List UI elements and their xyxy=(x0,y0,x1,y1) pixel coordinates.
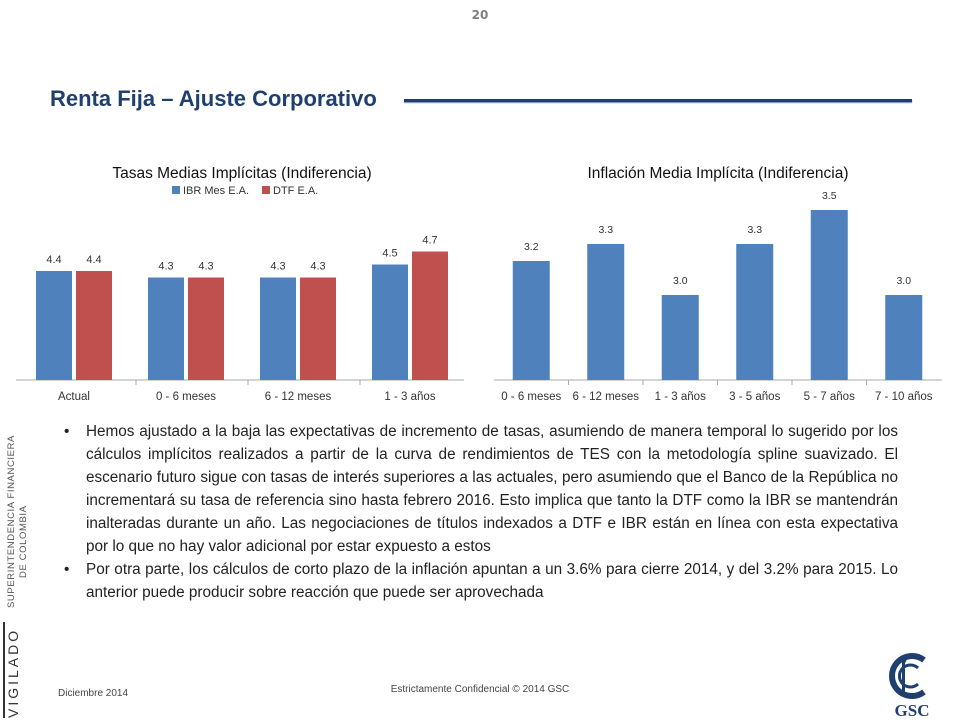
bullet-text: Hemos ajustado a la baja las expectativa… xyxy=(86,423,898,555)
bar-ibr xyxy=(148,277,184,380)
legend-label-dtf: DTF E.A. xyxy=(273,185,318,197)
category-label: 1 - 3 años xyxy=(655,391,706,403)
data-label: 4.3 xyxy=(270,261,285,273)
data-label: 3.0 xyxy=(673,275,688,287)
gsc-logo: GSC xyxy=(872,650,952,720)
footer-date: Diciembre 2014 xyxy=(58,688,129,699)
brand-line-2: DE COLOMBIA xyxy=(18,505,29,578)
data-label: 4.4 xyxy=(46,254,61,266)
inflation-chart-svg: Inflación Media Implícita (Indiferencia)… xyxy=(494,165,942,403)
bar-inflation xyxy=(885,295,923,380)
data-label: 3.3 xyxy=(598,224,613,236)
data-label: 4.7 xyxy=(422,235,437,247)
title-underline xyxy=(404,99,912,102)
chart-title: Tasas Medias Implícitas (Indiferencia) xyxy=(112,165,371,182)
bullet-dot: • xyxy=(64,561,70,578)
bullet-item: • Hemos ajustado a la baja las expectati… xyxy=(62,420,898,558)
chart-title: Inflación Media Implícita (Indiferencia) xyxy=(587,165,848,182)
category-label: 1 - 3 años xyxy=(384,391,435,403)
bar-dtf xyxy=(188,277,224,380)
category-label: 0 - 6 meses xyxy=(156,391,216,403)
data-label: 4.3 xyxy=(198,261,213,273)
footer-confidential: Estrictamente Confidencial © 2014 GSC xyxy=(390,684,570,695)
bar-ibr xyxy=(36,271,72,380)
data-label: 3.0 xyxy=(896,275,911,287)
data-label: 3.2 xyxy=(524,241,539,253)
bar-inflation xyxy=(661,295,699,380)
data-label: 4.3 xyxy=(310,261,325,273)
vigilado-label: VIGILADO xyxy=(5,628,21,718)
slide-title: Renta Fija – Ajuste Corporativo xyxy=(50,86,377,111)
category-label: Actual xyxy=(58,391,90,403)
data-label: 4.5 xyxy=(382,248,397,260)
category-label: 5 - 7 años xyxy=(804,391,855,403)
bar-dtf xyxy=(300,277,336,380)
legend-label-ibr: IBR Mes E.A. xyxy=(183,185,249,197)
category-label: 7 - 10 años xyxy=(875,391,933,403)
legend-swatch-dtf xyxy=(262,186,270,194)
superintendencia-brand: SUPERINTENDENCIA FINANCIERA DE COLOMBIA … xyxy=(0,430,42,720)
rates-chart-svg: Tasas Medias Implícitas (Indiferencia) IB… xyxy=(16,165,464,403)
vigilado-bar xyxy=(3,622,5,718)
data-label: 3.3 xyxy=(747,224,762,236)
logo-text: GSC xyxy=(895,701,930,718)
bar-dtf xyxy=(412,251,448,380)
brand-line-1: SUPERINTENDENCIA FINANCIERA xyxy=(6,435,17,608)
bar-inflation xyxy=(736,244,774,380)
page-number: 20 xyxy=(471,8,489,22)
legend-swatch-ibr xyxy=(172,186,180,194)
rates-chart: Tasas Medias Implícitas (Indiferencia) IB… xyxy=(0,150,480,412)
bullet-item: • Por otra parte, los cálculos de corto … xyxy=(62,558,898,604)
bar-inflation xyxy=(512,261,550,380)
commentary: • Hemos ajustado a la baja las expectati… xyxy=(62,420,898,604)
data-label: 4.3 xyxy=(158,261,173,273)
bar-inflation xyxy=(587,244,625,380)
bullet-text: Por otra parte, los cálculos de corto pl… xyxy=(86,561,898,601)
category-label: 6 - 12 meses xyxy=(265,391,332,403)
data-label: 3.5 xyxy=(822,190,837,202)
category-label: 6 - 12 meses xyxy=(573,391,640,403)
bar-ibr xyxy=(372,264,408,380)
bar-inflation xyxy=(810,210,848,380)
category-label: 3 - 5 años xyxy=(729,391,780,403)
superintendencia-mark: SUPERINTENDENCIA FINANCIERA DE COLOMBIA … xyxy=(3,435,29,718)
data-label: 4.4 xyxy=(86,254,101,266)
bullet-dot: • xyxy=(64,423,70,440)
gsc-logo-icon: GSC xyxy=(889,653,930,720)
bar-dtf xyxy=(76,271,112,380)
category-label: 0 - 6 meses xyxy=(501,391,561,403)
bar-ibr xyxy=(260,277,296,380)
inflation-chart: Inflación Media Implícita (Indiferencia)… xyxy=(480,150,960,412)
